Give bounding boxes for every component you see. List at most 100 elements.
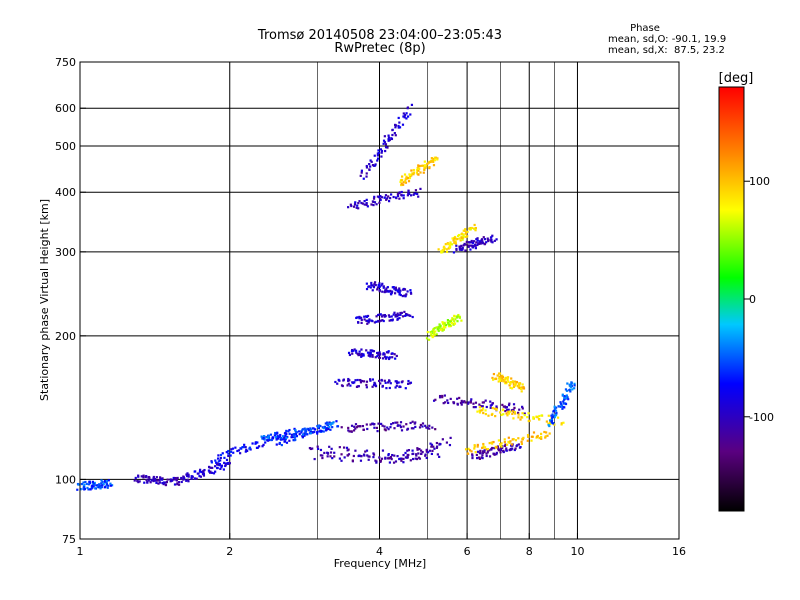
data-point: [362, 353, 365, 356]
data-point: [401, 294, 404, 298]
data-point: [185, 479, 188, 482]
data-point: [358, 454, 361, 457]
data-point: [379, 382, 382, 385]
data-point: [397, 116, 400, 120]
data-point: [532, 417, 535, 420]
data-point: [517, 413, 520, 416]
data-point: [102, 482, 105, 486]
data-point: [294, 438, 297, 441]
data-point: [425, 165, 428, 168]
data-point: [448, 323, 451, 326]
data-point: [456, 315, 459, 318]
data-point: [546, 434, 549, 437]
data-point: [326, 455, 329, 458]
data-point: [348, 430, 351, 433]
data-point: [460, 403, 463, 406]
data-point: [473, 223, 476, 227]
data-point: [522, 386, 525, 389]
data-point: [303, 434, 306, 437]
data-point: [414, 457, 417, 460]
data-point: [77, 483, 80, 486]
data-point: [562, 400, 565, 403]
data-point: [387, 428, 390, 431]
data-point: [355, 351, 358, 354]
data-point: [436, 158, 439, 161]
data-point: [384, 381, 387, 384]
data-point: [274, 432, 278, 435]
data-point: [463, 242, 466, 246]
data-point: [416, 166, 419, 170]
data-point: [495, 451, 498, 455]
data-point: [383, 141, 387, 144]
data-point: [169, 480, 172, 483]
data-point: [439, 443, 442, 446]
x-tick-label: 1: [77, 545, 84, 558]
data-point: [550, 420, 554, 423]
data-point: [403, 288, 407, 291]
data-point: [495, 238, 498, 241]
data-point: [100, 485, 104, 489]
data-point: [570, 382, 573, 385]
data-point: [232, 451, 235, 454]
data-point: [382, 319, 385, 323]
data-point: [329, 428, 332, 431]
data-point: [373, 195, 376, 198]
data-point: [557, 405, 560, 408]
data-point: [548, 432, 551, 435]
data-point: [518, 387, 521, 390]
data-point: [399, 311, 402, 315]
data-point: [487, 414, 490, 417]
data-point: [369, 423, 372, 426]
data-point: [398, 121, 401, 124]
data-point: [254, 442, 257, 445]
data-point: [547, 422, 550, 425]
data-point: [493, 453, 496, 456]
data-point: [273, 434, 276, 437]
data-point: [428, 449, 431, 452]
data-point: [418, 426, 422, 429]
data-point: [553, 409, 556, 412]
data-point: [399, 293, 402, 297]
data-point: [480, 238, 484, 241]
data-point: [383, 379, 386, 382]
data-point: [361, 424, 365, 428]
data-point: [358, 317, 361, 320]
data-point: [370, 281, 373, 285]
data-point: [412, 171, 416, 174]
data-point: [487, 238, 490, 242]
data-point: [409, 314, 412, 317]
data-point: [347, 429, 350, 432]
data-point: [366, 427, 369, 431]
data-point: [507, 410, 510, 413]
data-point: [95, 484, 98, 487]
data-point: [398, 197, 401, 200]
data-point: [398, 126, 402, 129]
data-point: [411, 457, 415, 461]
data-point: [499, 444, 502, 447]
data-point: [513, 448, 516, 452]
data-point: [407, 453, 410, 457]
data-point: [500, 379, 503, 383]
data-point: [350, 349, 354, 353]
data-point: [376, 154, 379, 157]
data-point: [522, 387, 525, 390]
data-point: [397, 126, 400, 129]
data-point: [446, 319, 450, 322]
data-point: [390, 457, 393, 461]
data-point: [543, 430, 546, 434]
data-point: [419, 171, 422, 174]
data-point: [391, 290, 394, 293]
data-point: [376, 286, 380, 289]
data-point: [354, 349, 358, 352]
data-point: [496, 374, 499, 377]
data-point: [438, 396, 442, 399]
data-point: [455, 248, 458, 251]
data-point: [430, 334, 433, 337]
data-point: [409, 194, 413, 197]
data-point: [439, 324, 442, 327]
data-point: [430, 445, 433, 448]
data-point: [360, 201, 363, 205]
data-point: [563, 406, 566, 409]
data-point: [432, 335, 435, 338]
data-point: [453, 240, 456, 243]
